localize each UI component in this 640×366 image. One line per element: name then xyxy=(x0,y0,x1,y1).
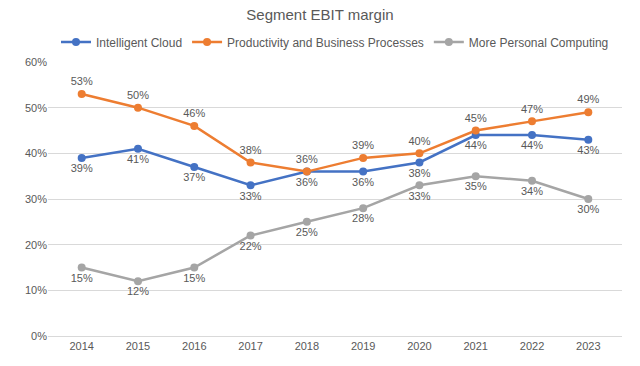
svg-text:45%: 45% xyxy=(465,112,487,124)
svg-text:37%: 37% xyxy=(183,171,205,183)
svg-text:60%: 60% xyxy=(25,56,47,68)
svg-text:10%: 10% xyxy=(25,284,47,296)
svg-text:2016: 2016 xyxy=(182,340,206,352)
svg-text:36%: 36% xyxy=(352,176,374,188)
svg-text:43%: 43% xyxy=(577,144,599,156)
svg-text:47%: 47% xyxy=(521,103,543,115)
svg-text:2023: 2023 xyxy=(576,340,600,352)
svg-text:40%: 40% xyxy=(25,147,47,159)
svg-text:Segment EBIT margin: Segment EBIT margin xyxy=(246,6,393,23)
svg-text:33%: 33% xyxy=(408,190,430,202)
svg-text:30%: 30% xyxy=(577,203,599,215)
svg-text:28%: 28% xyxy=(352,212,374,224)
svg-text:2021: 2021 xyxy=(463,340,487,352)
svg-text:39%: 39% xyxy=(71,162,93,174)
svg-text:41%: 41% xyxy=(127,153,149,165)
svg-text:38%: 38% xyxy=(408,167,430,179)
svg-text:35%: 35% xyxy=(465,180,487,192)
svg-text:53%: 53% xyxy=(71,75,93,87)
svg-text:15%: 15% xyxy=(183,272,205,284)
svg-text:46%: 46% xyxy=(183,107,205,119)
svg-text:2020: 2020 xyxy=(407,340,431,352)
svg-text:Productivity and Business Proc: Productivity and Business Processes xyxy=(227,36,424,50)
svg-text:2018: 2018 xyxy=(295,340,319,352)
svg-text:0%: 0% xyxy=(31,330,47,342)
svg-text:33%: 33% xyxy=(240,190,262,202)
svg-text:2019: 2019 xyxy=(351,340,375,352)
svg-text:30%: 30% xyxy=(25,193,47,205)
svg-text:12%: 12% xyxy=(127,285,149,297)
svg-text:20%: 20% xyxy=(25,239,47,251)
svg-text:25%: 25% xyxy=(296,226,318,238)
svg-text:49%: 49% xyxy=(577,93,599,105)
svg-text:2014: 2014 xyxy=(69,340,93,352)
svg-text:44%: 44% xyxy=(521,139,543,151)
svg-text:44%: 44% xyxy=(465,139,487,151)
svg-text:34%: 34% xyxy=(521,185,543,197)
svg-text:39%: 39% xyxy=(352,139,374,151)
svg-text:50%: 50% xyxy=(25,102,47,114)
svg-text:2015: 2015 xyxy=(126,340,150,352)
svg-text:More Personal Computing: More Personal Computing xyxy=(469,36,608,50)
svg-text:36%: 36% xyxy=(296,153,318,165)
svg-text:40%: 40% xyxy=(408,135,430,147)
svg-text:22%: 22% xyxy=(240,240,262,252)
svg-text:2022: 2022 xyxy=(520,340,544,352)
svg-text:15%: 15% xyxy=(71,272,93,284)
svg-text:36%: 36% xyxy=(296,176,318,188)
svg-text:Intelligent Cloud: Intelligent Cloud xyxy=(96,36,182,50)
svg-text:2017: 2017 xyxy=(238,340,262,352)
svg-text:50%: 50% xyxy=(127,89,149,101)
svg-text:38%: 38% xyxy=(240,144,262,156)
